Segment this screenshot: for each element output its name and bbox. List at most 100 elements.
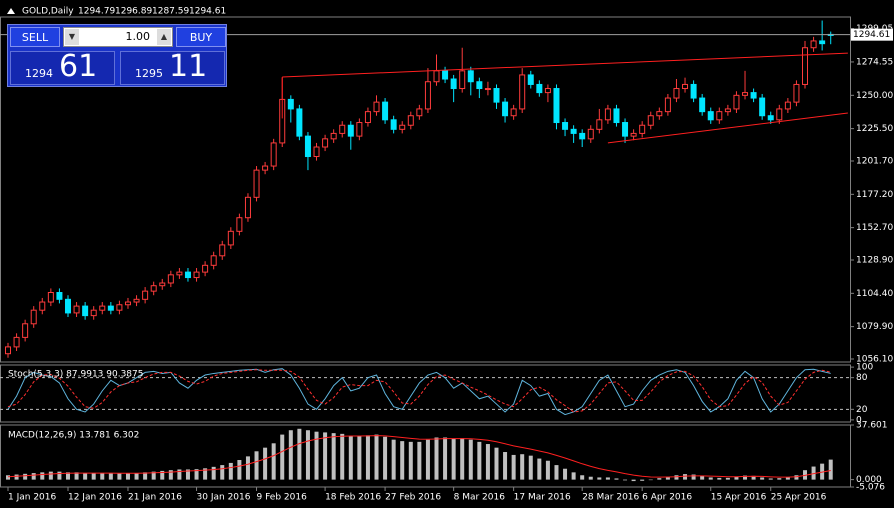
- macd-bar: [151, 471, 156, 480]
- macd-bar: [237, 460, 242, 480]
- candle-body: [39, 301, 46, 311]
- candle-body: [253, 169, 260, 198]
- candle-body: [90, 309, 97, 317]
- stoch-main: [7, 368, 831, 416]
- macd-bar: [743, 475, 748, 480]
- macd-bar: [323, 432, 328, 480]
- candle-body: [716, 111, 723, 121]
- macd-bar: [160, 470, 165, 480]
- candle-body: [382, 101, 389, 121]
- macd-bar: [74, 472, 79, 480]
- macd-bar: [665, 476, 670, 480]
- candle-body: [690, 83, 697, 99]
- macd-bar: [545, 460, 550, 480]
- candle-body: [776, 108, 783, 121]
- panel-frame: [0, 424, 851, 488]
- candle-body: [99, 305, 106, 311]
- x-tick-label: 12 Jan 2016: [68, 493, 122, 503]
- candle-body: [322, 138, 329, 148]
- macd-bar: [408, 441, 413, 480]
- macd-bar: [451, 438, 456, 480]
- candle-body: [167, 274, 174, 284]
- candle-body: [562, 122, 569, 130]
- candle-body: [304, 135, 311, 158]
- ohlc-open: 1294.79: [78, 7, 115, 17]
- macd-bar: [580, 475, 585, 480]
- candle-body: [793, 83, 800, 103]
- macd-bar: [503, 452, 508, 480]
- current-price-box: [851, 28, 893, 41]
- lots-input[interactable]: 1.00: [63, 27, 173, 47]
- candle-body: [107, 305, 114, 311]
- macd-bar: [6, 475, 10, 480]
- macd-bar: [228, 462, 233, 480]
- panel-frame: [0, 16, 851, 363]
- macd-bar: [340, 433, 345, 480]
- candle-body: [639, 124, 646, 134]
- macd-signal: [7, 435, 831, 478]
- candle-body: [630, 132, 637, 137]
- candle-body: [484, 88, 491, 91]
- candle-body: [133, 298, 140, 303]
- bid-price[interactable]: 1294 61: [10, 49, 115, 85]
- macd-bar: [211, 466, 216, 480]
- buy-button[interactable]: BUY: [176, 27, 226, 47]
- candle-body: [82, 305, 89, 317]
- macd-bar: [288, 430, 293, 480]
- macd-bar: [400, 441, 405, 480]
- ask-price[interactable]: 1295 11: [120, 49, 225, 85]
- macd-bar: [785, 477, 790, 480]
- candle-body: [193, 271, 200, 279]
- x-tick-label: 28 Mar 2016: [582, 493, 639, 503]
- y-tick-label: 20: [856, 405, 868, 415]
- sell-button[interactable]: SELL: [10, 27, 60, 47]
- candle-body: [227, 230, 234, 246]
- macd-bar: [631, 479, 636, 482]
- lots-up[interactable]: ▲: [157, 29, 171, 45]
- bid-small: 61: [59, 49, 98, 84]
- x-tick-label: 17 Mar 2016: [514, 493, 571, 503]
- candle-body: [73, 305, 80, 314]
- macd-bar: [794, 475, 799, 480]
- x-tick-label: 15 Apr 2016: [711, 493, 767, 503]
- candle-body: [459, 70, 466, 90]
- one-click-trading: SELL 1.00 ▼ ▲ BUY 1294 61 1295 11: [7, 24, 227, 87]
- candle-body: [519, 74, 526, 110]
- macd-bar: [83, 473, 88, 480]
- candle-body: [450, 78, 457, 90]
- candle-body: [579, 132, 586, 140]
- macd-bar: [48, 471, 53, 480]
- candle-body: [184, 271, 191, 279]
- candle-body: [64, 298, 71, 314]
- macd-bar: [365, 435, 370, 480]
- candle-body: [176, 271, 183, 276]
- y-tick-label: 1079.90: [856, 322, 893, 332]
- macd-bar: [348, 436, 353, 480]
- candle-body: [570, 128, 577, 134]
- candle-body: [502, 101, 509, 117]
- macd-bar: [811, 466, 816, 480]
- candle-body: [596, 119, 603, 130]
- candle-body: [802, 47, 809, 85]
- macd-bar: [443, 437, 448, 480]
- candle-body: [604, 108, 611, 121]
- macd-bar: [305, 430, 310, 480]
- macd-bar: [588, 476, 593, 480]
- y-tick-label: 1128.90: [856, 256, 893, 266]
- candle-body: [819, 40, 826, 45]
- macd-bar: [65, 472, 70, 480]
- lots-down[interactable]: ▼: [65, 29, 79, 45]
- macd-label: MACD(12,26,9) 13.781 6.302: [8, 431, 139, 441]
- panel-frame: [0, 364, 851, 423]
- macd-bar: [554, 465, 559, 480]
- collapse-arrow[interactable]: [7, 8, 15, 14]
- macd-bar: [297, 428, 302, 480]
- candle-body: [742, 92, 749, 96]
- macd-bar: [125, 473, 130, 480]
- candle-body: [442, 70, 449, 80]
- macd-bar: [691, 474, 696, 480]
- candle-body: [407, 115, 414, 126]
- x-tick-label: 30 Jan 2016: [197, 493, 251, 503]
- macd-bar: [23, 473, 28, 480]
